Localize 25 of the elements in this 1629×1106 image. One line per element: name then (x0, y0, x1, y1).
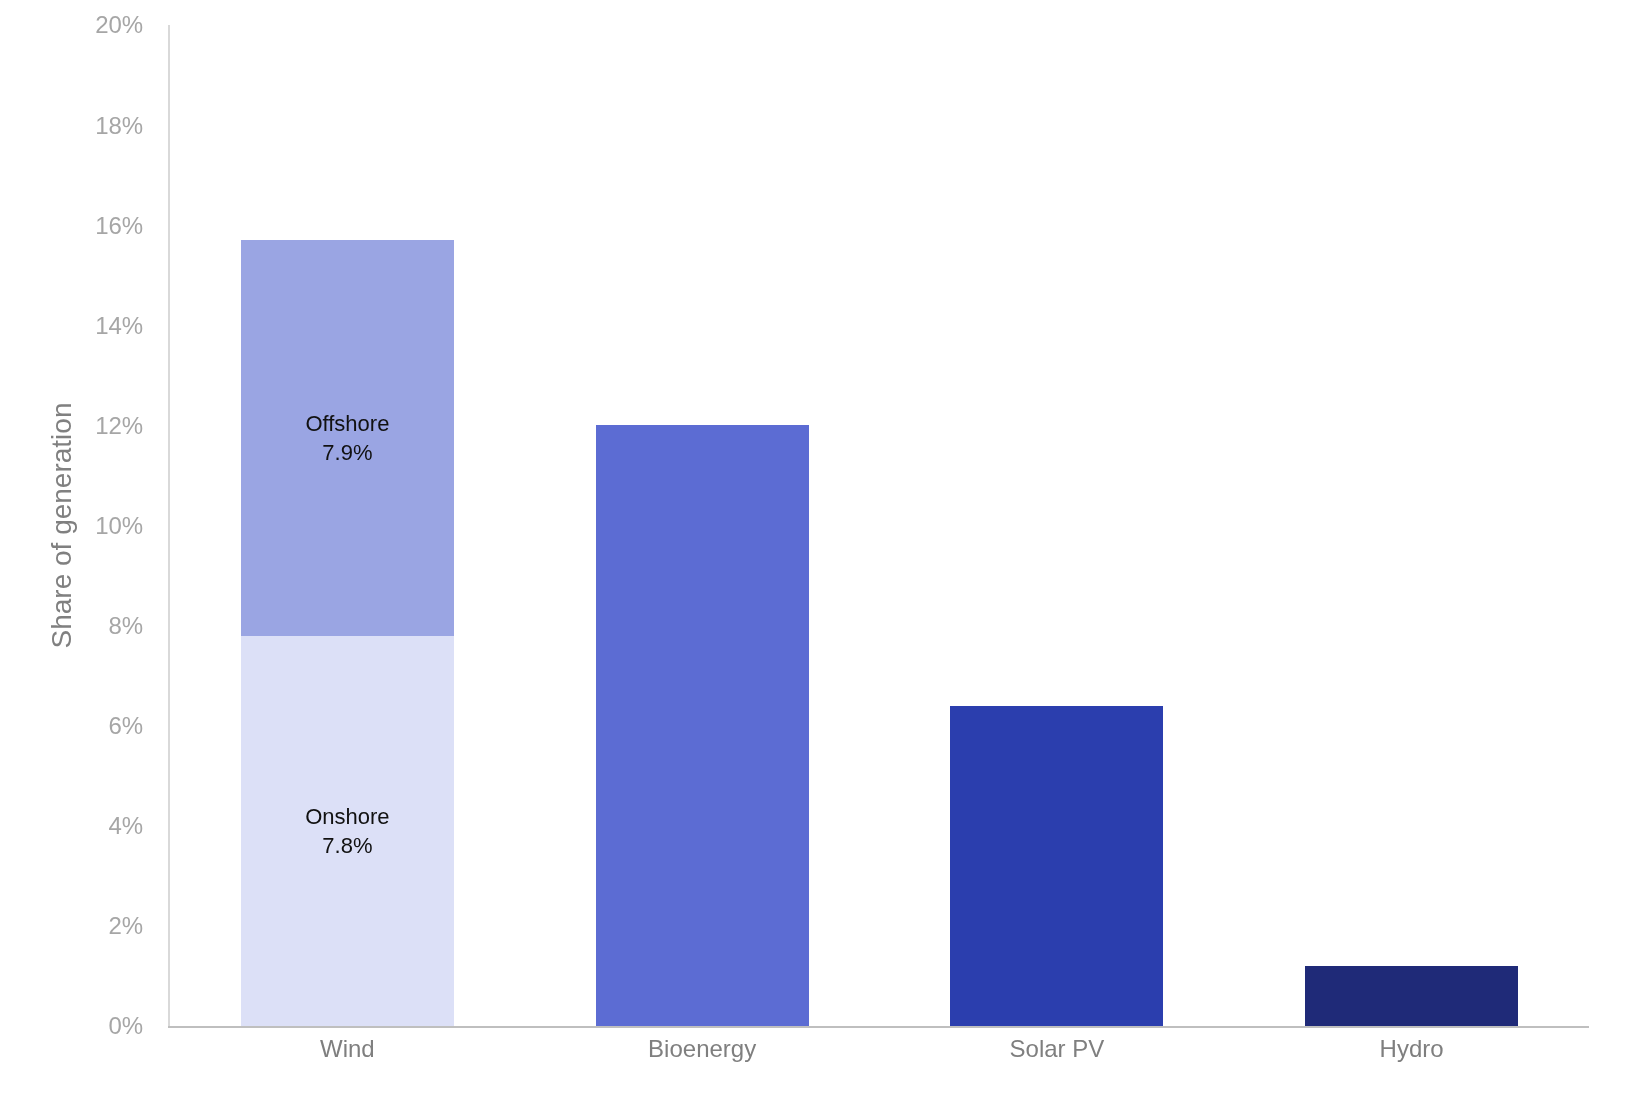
y-tick-label: 18% (95, 111, 144, 139)
bar (1305, 965, 1519, 1026)
bar (950, 705, 1164, 1026)
y-tick-label: 12% (95, 411, 144, 439)
y-tick-label: 2% (108, 912, 144, 940)
x-tick-label: Wind (320, 1034, 375, 1062)
y-tick-label: 16% (95, 211, 144, 239)
y-tick-label: 20% (95, 11, 144, 39)
y-tick-label: 8% (108, 612, 144, 639)
data-label: 7.8% (322, 832, 373, 858)
y-tick-label: 0% (108, 1012, 144, 1040)
x-tick-label: Hydro (1379, 1034, 1444, 1062)
x-tick-label: Solar PV (1009, 1034, 1105, 1062)
bar (240, 240, 454, 636)
bar (240, 635, 454, 1026)
y-tick-label: 6% (108, 712, 144, 740)
y-tick-label: 14% (95, 311, 144, 339)
y-axis-title: Share of generation (46, 402, 78, 649)
y-tick-label: 10% (95, 511, 144, 539)
series-label: Offshore (305, 411, 390, 437)
bar (595, 425, 809, 1026)
x-tick-label: Bioenergy (648, 1034, 757, 1062)
y-tick-label: 4% (108, 812, 144, 840)
series-label: Onshore (305, 804, 390, 830)
data-label: 7.9% (322, 439, 373, 465)
